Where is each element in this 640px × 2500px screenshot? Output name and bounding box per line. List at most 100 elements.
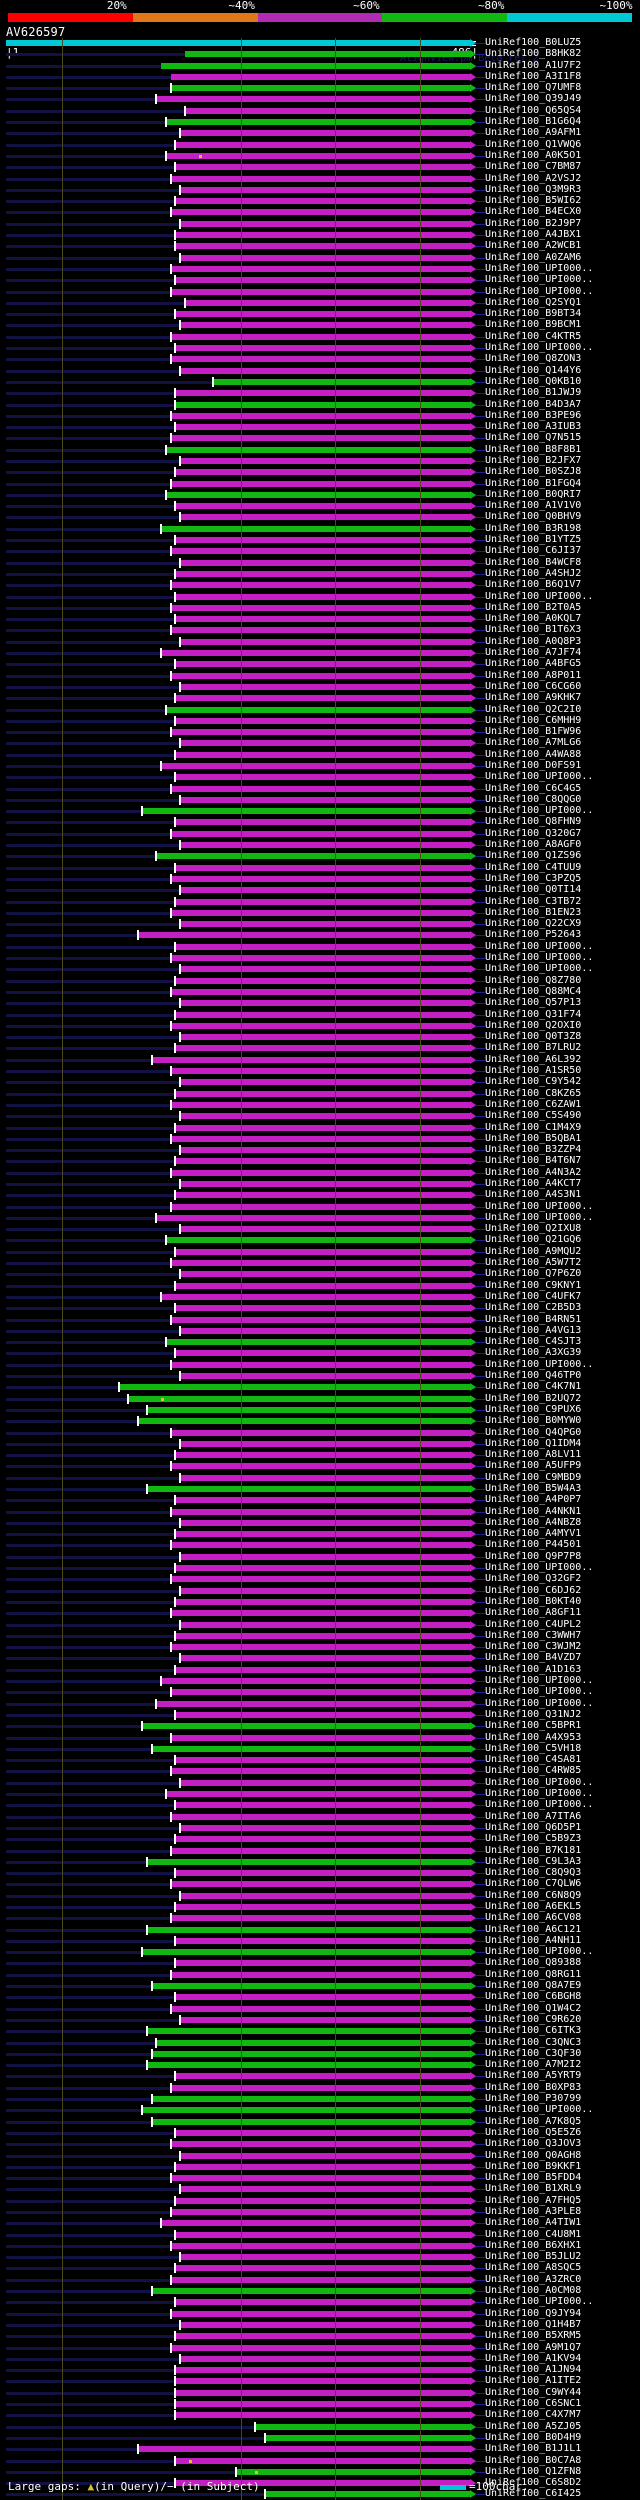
hsp-bar[interactable] — [179, 1587, 470, 1594]
hit-label[interactable]: UniRef100_UPI000.. — [485, 1200, 594, 1212]
hsp-bar[interactable] — [179, 966, 470, 973]
hsp-bar[interactable] — [179, 1034, 470, 1041]
hsp-bar[interactable] — [179, 683, 470, 690]
hit-label[interactable]: UniRef100_C3WWH7 — [485, 1629, 582, 1641]
hit-label[interactable]: UniRef100_B5JLU2 — [485, 2251, 582, 2263]
hsp-bar[interactable] — [170, 1316, 470, 1323]
hsp-bar[interactable] — [170, 548, 470, 555]
hsp-bar[interactable] — [165, 706, 470, 713]
hsp-bar[interactable] — [179, 2321, 470, 2328]
hsp-bar[interactable] — [170, 1022, 470, 1029]
hit-label[interactable]: UniRef100_B0LUZ5 — [485, 37, 582, 48]
hit-label[interactable]: UniRef100_B1T6X3 — [485, 624, 582, 636]
hsp-bar[interactable] — [151, 2118, 470, 2125]
hit-label[interactable]: UniRef100_B0KT40 — [485, 1595, 582, 1607]
hit-label[interactable]: UniRef100_A6C121 — [485, 1923, 582, 1935]
hit-label[interactable]: UniRef100_A4BFG5 — [485, 658, 582, 670]
hit-label[interactable]: UniRef100_UPI000.. — [485, 1675, 594, 1687]
hit-label[interactable]: UniRef100_C4UPL2 — [485, 1618, 582, 1630]
hsp-bar[interactable] — [175, 2265, 470, 2272]
hsp-bar[interactable] — [264, 2434, 470, 2441]
hsp-bar[interactable] — [147, 1486, 470, 1492]
hsp-bar[interactable] — [175, 2129, 470, 2136]
hit-label[interactable]: UniRef100_A3I1F8 — [485, 70, 582, 82]
hit-label[interactable]: UniRef100_B5FDD4 — [485, 2172, 582, 2184]
hsp-bar[interactable] — [156, 1214, 470, 1221]
hit-label[interactable]: UniRef100_A4WA88 — [485, 748, 582, 760]
hit-label[interactable]: UniRef100_A9M1Q7 — [485, 2341, 582, 2353]
hsp-bar[interactable] — [170, 1971, 470, 1978]
hit-label[interactable]: UniRef100_B4RN51 — [485, 1313, 582, 1325]
hit-label[interactable]: UniRef100_B4WCF8 — [485, 556, 582, 568]
hit-label[interactable]: UniRef100_B0D4H9 — [485, 2431, 582, 2443]
hit-label[interactable]: UniRef100_A7JF74 — [485, 647, 582, 659]
hsp-bar[interactable] — [175, 864, 470, 871]
hsp-bar[interactable] — [170, 1768, 470, 1775]
hsp-bar[interactable] — [175, 1305, 470, 1312]
hsp-bar[interactable] — [118, 1384, 470, 1391]
hsp-bar[interactable] — [179, 2016, 470, 2023]
hit-label[interactable]: UniRef100_A3ZRC0 — [485, 2273, 582, 2285]
hsp-bar[interactable] — [170, 1576, 470, 1583]
hit-label[interactable]: UniRef100_A4KCT7 — [485, 1177, 582, 1189]
hit-label[interactable]: UniRef100_Q2C2I0 — [485, 703, 582, 715]
hit-label[interactable]: UniRef100_C6ITK3 — [485, 2025, 582, 2037]
hsp-bar[interactable] — [170, 729, 470, 736]
hit-label[interactable]: UniRef100_B6Q1V7 — [485, 579, 582, 591]
hit-label[interactable]: UniRef100_Q1VWQ6 — [485, 138, 582, 150]
hsp-bar[interactable] — [170, 955, 470, 962]
hit-label[interactable]: UniRef100_A8AGF0 — [485, 839, 582, 851]
hit-label[interactable]: UniRef100_UPI000.. — [485, 952, 594, 964]
hsp-bar[interactable] — [165, 1791, 470, 1798]
hsp-bar[interactable] — [170, 1813, 470, 1820]
hit-label[interactable]: UniRef100_A6CV08 — [485, 1912, 582, 1924]
hsp-bar[interactable] — [170, 175, 470, 182]
hsp-bar[interactable] — [175, 537, 470, 544]
hit-label[interactable]: UniRef100_P30799 — [485, 2093, 582, 2105]
hsp-bar[interactable] — [179, 367, 470, 374]
hsp-bar[interactable] — [179, 638, 470, 645]
hit-label[interactable]: UniRef100_B1YTZ5 — [485, 534, 582, 546]
hsp-bar[interactable] — [175, 751, 470, 758]
hsp-bar[interactable] — [170, 2209, 470, 2215]
hit-label[interactable]: UniRef100_C4K7N1 — [485, 1381, 582, 1393]
hit-label[interactable]: UniRef100_UPI000.. — [485, 940, 594, 952]
hit-label[interactable]: UniRef100_B2JFX7 — [485, 454, 582, 466]
hsp-bar[interactable] — [175, 570, 470, 577]
hsp-bar[interactable] — [175, 469, 470, 476]
hit-label[interactable]: UniRef100_C4U8M1 — [485, 2228, 582, 2240]
hit-label[interactable]: UniRef100_B4T6N7 — [485, 1155, 582, 1167]
hsp-bar[interactable] — [156, 96, 470, 103]
hit-label[interactable]: UniRef100_C5B9Z3 — [485, 1833, 582, 1845]
hit-label[interactable]: UniRef100_UPI000.. — [485, 1946, 594, 1958]
hsp-bar[interactable] — [179, 186, 470, 193]
hsp-bar[interactable] — [170, 1734, 470, 1741]
hsp-bar[interactable] — [175, 695, 470, 702]
hit-label[interactable]: UniRef100_B2T0A5 — [485, 601, 582, 613]
hsp-bar[interactable] — [147, 1858, 470, 1865]
hit-label[interactable]: UniRef100_C8KZ65 — [485, 1087, 582, 1099]
hit-label[interactable]: UniRef100_C9PUX6 — [485, 1403, 582, 1415]
hsp-bar[interactable] — [137, 932, 470, 939]
hit-label[interactable]: UniRef100_UPI000.. — [485, 1686, 594, 1698]
hsp-bar[interactable] — [175, 1666, 470, 1673]
hsp-bar[interactable] — [170, 1203, 470, 1210]
hsp-bar[interactable] — [175, 2457, 470, 2464]
hsp-bar[interactable] — [170, 1463, 470, 1470]
hit-label[interactable]: UniRef100_A1KV94 — [485, 2352, 582, 2364]
hit-label[interactable]: UniRef100_Q8Z780 — [485, 974, 582, 986]
hsp-bar[interactable] — [179, 322, 470, 329]
hit-label[interactable]: UniRef100_B9BCM1 — [485, 319, 582, 331]
hsp-bar[interactable] — [161, 1293, 470, 1300]
hsp-bar[interactable] — [175, 2367, 470, 2374]
hsp-bar[interactable] — [179, 921, 470, 928]
hit-label[interactable]: UniRef100_C4KTR5 — [485, 330, 582, 342]
hsp-bar[interactable] — [175, 1531, 470, 1538]
hit-label[interactable]: UniRef100_C6BGH8 — [485, 1991, 582, 2003]
hsp-bar[interactable] — [147, 2028, 470, 2035]
hit-label[interactable]: UniRef100_A6EKL5 — [485, 1900, 582, 1912]
hit-label[interactable]: UniRef100_C6I425 — [485, 2488, 582, 2500]
hit-label[interactable]: UniRef100_A8SQC5 — [485, 2262, 582, 2274]
hit-label[interactable]: UniRef100_A3IUB3 — [485, 421, 582, 433]
hit-label[interactable]: UniRef100_C9WY44 — [485, 2386, 582, 2398]
